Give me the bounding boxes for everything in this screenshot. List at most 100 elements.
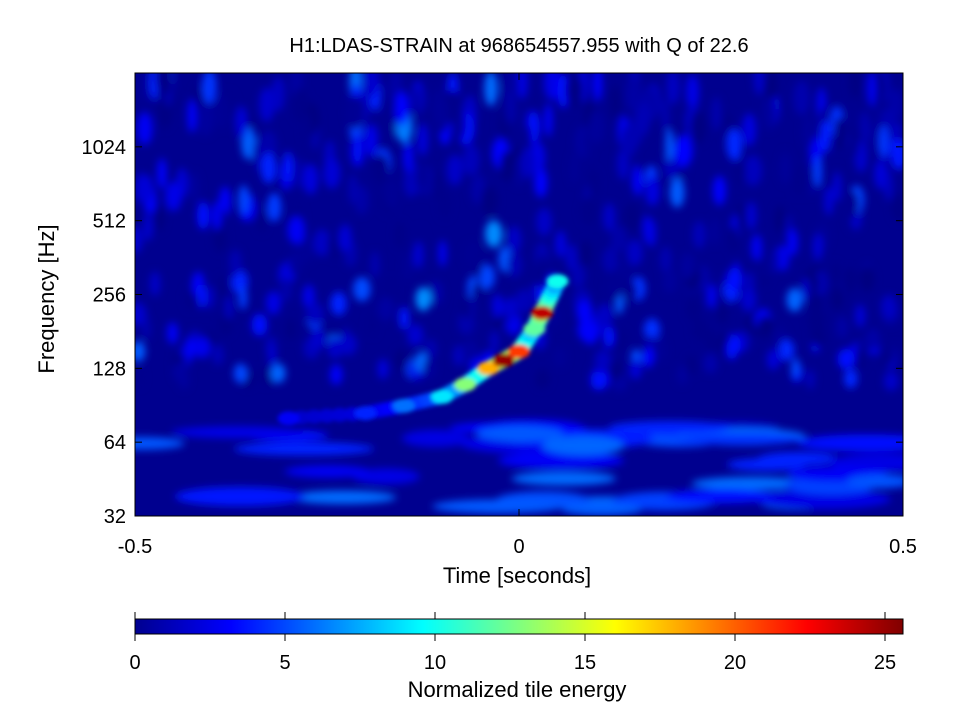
colorbar-tick-label: 10 [424,652,446,674]
noise-tile [647,219,657,248]
noise-tile [213,224,228,252]
x-tick-label: 0 [513,536,524,558]
noise-tile [645,176,660,206]
noise-tile [602,247,618,273]
noise-tile [218,313,233,336]
noise-tile [588,168,599,199]
chirp-point [531,306,554,321]
noise-tile [835,316,849,339]
noise-tile [786,287,803,312]
noise-tile [461,340,479,362]
chirp-point [523,322,546,337]
noise-tile [589,110,605,144]
noise-tile [438,189,451,219]
colorbar-tick-label: 25 [874,652,896,674]
noise-tile [183,337,196,360]
noise-tile [499,150,515,182]
noise-tile [703,353,718,374]
noise-tile [197,283,207,308]
noise-tile [662,268,677,294]
noise-tile [636,101,651,136]
noise-tile [706,330,716,352]
noise-tile [287,216,306,245]
noise-tile [166,322,179,345]
noise-tile [505,90,517,125]
noise-tile [212,344,224,366]
colorbar-tick-label: 5 [279,652,290,674]
lowfreq-tile [753,489,891,510]
x-axis-label: Time [seconds] [443,563,591,588]
noise-tile [642,347,654,368]
noise-tile [492,294,503,318]
noise-tile [610,225,627,253]
noise-tile [744,155,762,186]
noise-tile [791,357,800,378]
noise-tile [814,155,823,187]
noise-tile [669,177,685,208]
noise-tile [801,277,810,302]
noise-tile [580,196,598,226]
noise-tile [528,283,537,308]
noise-tile [135,367,144,388]
noise-tile [774,205,786,234]
noise-tile [606,276,622,301]
noise-tile [507,226,522,254]
noise-tile [623,202,641,232]
noise-tile [306,302,324,326]
noise-texture [135,73,903,516]
noise-tile [706,284,717,309]
noise-tile [224,295,234,319]
colorbar-gradient [134,618,904,635]
chirp-point [546,274,569,289]
noise-tile [367,313,378,337]
noise-tile [624,280,637,305]
noise-tile [149,271,161,297]
chart-title: H1:LDAS-STRAIN at 968654557.955 with Q o… [289,35,748,57]
chirp-point [508,344,530,359]
noise-tile [629,359,642,380]
noise-tile [141,317,151,340]
chirp-track [277,274,569,426]
noise-tile [165,181,182,212]
lowfreq-tile [666,488,775,504]
noise-tile [603,325,615,348]
noise-tile [155,203,165,232]
noise-tile [338,224,352,252]
noise-tile [590,370,607,391]
noise-tile [770,247,779,274]
noise-tile [787,228,798,256]
chirp-point [477,361,500,376]
noise-tile [576,300,593,324]
noise-tile [520,147,535,179]
noise-tile [565,73,583,109]
noise-tile [514,289,533,313]
y-axis-label: Frequency [Hz] [34,224,59,373]
noise-tile [617,255,632,282]
noise-tile [812,233,823,261]
noise-tile [570,152,579,184]
noise-tile [544,103,553,137]
noise-tile [855,304,866,328]
y-tick-label: 64 [104,432,126,454]
noise-tile [285,317,297,341]
noise-tile [626,239,643,266]
noise-tile [891,192,903,222]
noise-tile [866,328,880,350]
noise-tile [855,349,865,370]
noise-tile [544,73,561,101]
noise-tile [213,95,230,129]
colorbar-ticks: 0 5 10 15 20 25 [129,612,896,674]
noise-tile [710,217,719,246]
colorbar: 0 5 10 15 20 25 Normalized tile energy [129,612,904,702]
noise-tile [267,192,282,222]
noise-tile [819,120,831,153]
noise-tile [271,76,285,112]
y-tick-label: 128 [93,358,126,380]
noise-tile [282,151,294,183]
noise-tile [329,364,343,385]
noise-tile [690,110,707,144]
noise-tile [194,337,211,359]
noise-tile [489,330,499,353]
lowfreq-tile [432,499,563,514]
